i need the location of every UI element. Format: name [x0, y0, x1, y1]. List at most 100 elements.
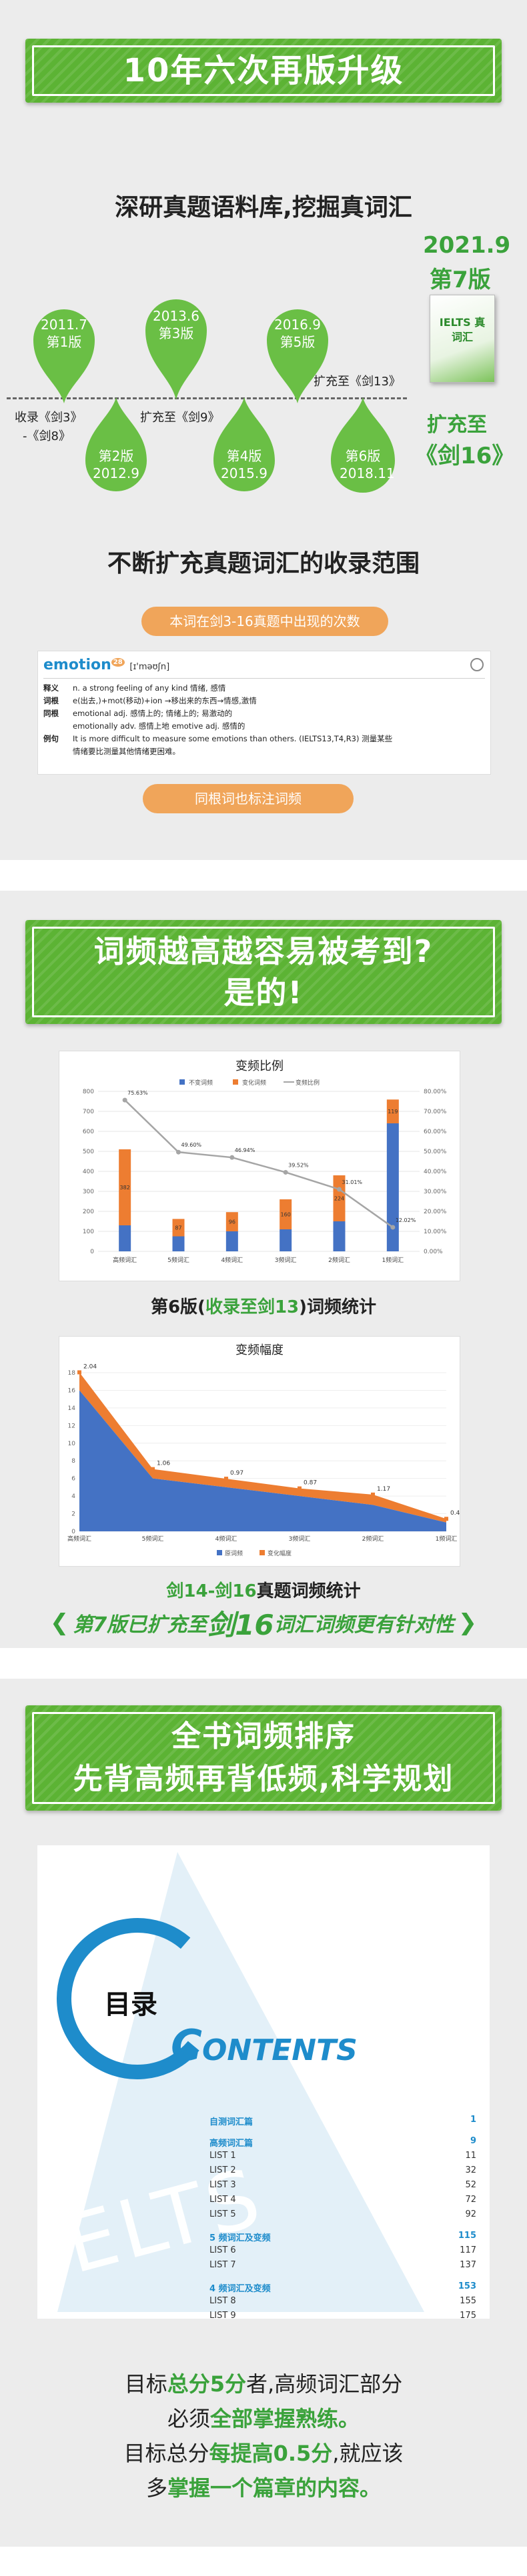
y-tick-label: 300	[83, 1189, 94, 1195]
entry-row: 释义 n. a strong feeling of any kind 情绪, 感情	[43, 683, 226, 693]
bar-label: 87	[175, 1225, 181, 1231]
bar-unchanged	[386, 1123, 399, 1251]
area-base	[79, 1390, 446, 1531]
line-point	[122, 1097, 127, 1103]
legend-label: 变化词频	[242, 1079, 266, 1087]
y-tick-label: 0	[90, 1249, 94, 1255]
toc-entry: LIST 1 11	[209, 2151, 476, 2161]
latest-date: 2021.9	[423, 232, 511, 259]
toc-entry: 自测词汇篇 1	[209, 2115, 476, 2127]
point-label: 2.04	[83, 1363, 97, 1370]
bar-changed	[333, 1175, 346, 1221]
banner-frequency-line2: 是的!	[223, 975, 304, 1011]
section-ordering: 全书词频排序 先背高频再背低频,科学规划 目录 CONTENTS IELTS 自…	[0, 1679, 527, 2576]
pill-root-note: 同根词也标注词频	[143, 784, 354, 813]
entry-divider	[43, 678, 485, 679]
drop-lower-3	[331, 397, 395, 493]
toc-entry: LIST 3 52	[209, 2180, 476, 2190]
y2-tick-label: 20.00%	[424, 1209, 447, 1215]
bar-unchanged	[225, 1231, 238, 1251]
x-tick-label: 1频词汇	[436, 1535, 458, 1543]
section-divider-1	[0, 860, 527, 891]
x-tick-label: 高频词汇	[67, 1535, 91, 1543]
bar-label: 224	[334, 1196, 344, 1202]
toc-title: 目录	[104, 1989, 157, 2020]
drop-lower-1-label: 第2版 2012.9	[93, 448, 139, 481]
bar-changed	[225, 1212, 238, 1231]
toc-contents: CONTENTS	[171, 2021, 358, 2071]
banner-frequency: 词频越高越容易被考到? 是的!	[25, 920, 502, 1024]
bar-unchanged	[333, 1221, 346, 1251]
toc-entry: LIST 9 175	[209, 2311, 476, 2319]
y-tick-label: 800	[83, 1089, 94, 1095]
banner-ordering-line1: 全书词频排序	[171, 1719, 356, 1753]
bar-unchanged	[119, 1225, 131, 1251]
toc-entry: 5 频词汇及变频 115	[209, 2231, 476, 2243]
chart2-caption: 剑14-剑16真题词频统计	[166, 1581, 361, 1601]
bar-unchanged	[280, 1229, 292, 1251]
banner-ordering: 全书词频排序 先背高频再背低频,科学规划	[25, 1705, 502, 1811]
bar-label: 382	[120, 1185, 130, 1191]
bar-changed	[119, 1149, 131, 1225]
y-tick-label: 0	[71, 1529, 75, 1535]
bar-label: 96	[229, 1219, 235, 1225]
latest-edition: 第7版	[430, 267, 491, 293]
point-label: 1.17	[377, 1486, 390, 1493]
y2-tick-label: 10.00%	[424, 1229, 447, 1235]
legend-label: 原词频	[225, 1549, 243, 1557]
legend-label: 变化幅度	[268, 1549, 292, 1557]
section-editions: 10年六次再版升级 深研真题语料库,挖掘真词汇 2011.7 第1版 2013.…	[0, 0, 527, 860]
bar-changed	[280, 1199, 292, 1229]
y2-tick-label: 60.00%	[424, 1129, 447, 1135]
x-tick-label: 2频词汇	[362, 1535, 384, 1543]
y-tick-label: 500	[83, 1149, 94, 1155]
banner-frequency-line1: 词频越高越容易被考到?	[93, 933, 434, 969]
line-point	[176, 1149, 181, 1155]
legend-swatch	[259, 1550, 265, 1555]
drop-upper-2-label: 2013.6 第3版	[153, 308, 199, 341]
entry-row: 情绪要比测量其他情绪更困难。	[73, 747, 180, 756]
y2-tick-label: 0.00%	[424, 1249, 443, 1255]
point-marker	[77, 1370, 81, 1375]
drop-lower-2	[213, 397, 275, 491]
toc-entry: LIST 6 117	[209, 2245, 476, 2255]
entry-phonetic: [ɪ'məʊʃn]	[129, 662, 170, 672]
y2-tick-label: 40.00%	[424, 1169, 447, 1175]
latest-expand-1: 扩充至	[427, 413, 487, 437]
drop-lower-3-label: 第6版 2018.11	[340, 448, 395, 481]
drop-lower-2-label: 第4版 2015.9	[221, 448, 268, 481]
y-tick-label: 700	[83, 1109, 94, 1115]
toc-entry: 高频词汇篇 9	[209, 2136, 476, 2149]
bar-changed	[386, 1099, 399, 1123]
y-tick-label: 16	[68, 1387, 76, 1394]
footer-strip	[0, 2547, 527, 2576]
toc-decoration	[57, 1852, 424, 2312]
x-tick-label: 2频词汇	[328, 1256, 350, 1264]
x-tick-label: 1频词汇	[382, 1256, 404, 1264]
chart-title: 变频比例	[235, 1059, 284, 1073]
toc-entry: LIST 4 72	[209, 2195, 476, 2205]
chart-title: 变频幅度	[235, 1343, 284, 1357]
point-label: 1.06	[157, 1461, 170, 1467]
x-tick-label: 5频词汇	[142, 1535, 164, 1543]
latest-expand-2: 《剑16》	[415, 443, 515, 469]
axis-label-2: -《剑8》	[23, 429, 71, 443]
x-tick-label: 3频词汇	[275, 1256, 297, 1264]
dictionary-entry-card: emotion 28 [ɪ'məʊʃn] 释义 n. a strong feelin…	[37, 651, 491, 775]
y-tick-label: 600	[83, 1129, 94, 1135]
toc-page: 目录 CONTENTS IELTS 自测词汇篇 1 高频词汇篇 9 LIST 1 11…	[37, 1845, 490, 2319]
y-tick-label: 100	[83, 1229, 94, 1235]
goal-text-4: 多掌握一个篇章的内容。	[145, 2475, 382, 2501]
axis-label-3: 扩充至《剑9》	[140, 411, 220, 425]
drop-upper-3-label: 2016.9 第5版	[274, 317, 321, 350]
slogan-bracket-right: ❯	[458, 1609, 478, 1636]
line-label: 12.02%	[396, 1217, 416, 1223]
legend-label: 不变词频	[189, 1079, 213, 1087]
bar-label: 119	[388, 1109, 398, 1115]
chart-ratio-card: 变频比例 不变词频 变化词频 变频比例 0 0.00% 100 10.00% 200 20.00%…	[59, 1051, 460, 1281]
chart-amplitude: 变频幅度 0 2 4 6 8 10 12 14 16 18 2.04 高频词汇 1.06 5频词汇 0.97 4…	[67, 1343, 464, 1557]
line-label: 46.94%	[235, 1147, 255, 1153]
legend-swatch	[179, 1079, 185, 1085]
legend-swatch	[233, 1079, 238, 1085]
